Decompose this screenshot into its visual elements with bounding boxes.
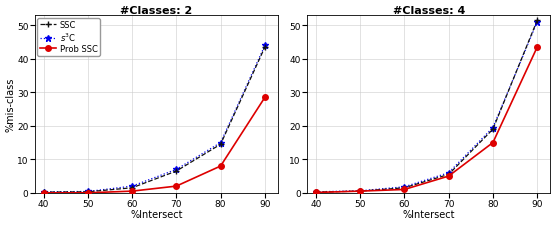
SSC — [217, 143, 224, 146]
Legend: SSC, $s^3$C, Prob SSC: SSC, $s^3$C, Prob SSC — [37, 19, 100, 56]
SSC — [401, 187, 408, 189]
Prob SSC — [261, 97, 268, 99]
$s^3$C — [261, 45, 268, 48]
SSC — [534, 20, 540, 22]
$s^3$C — [312, 191, 319, 193]
$s^3$C — [40, 191, 47, 193]
$s^3$C — [217, 142, 224, 144]
$s^3$C — [129, 185, 136, 188]
SSC — [40, 191, 47, 194]
Line: SSC: SSC — [41, 45, 267, 195]
X-axis label: %Intersect: %Intersect — [130, 209, 183, 219]
Line: SSC: SSC — [313, 18, 540, 195]
Title: #Classes: 2: #Classes: 2 — [120, 6, 192, 16]
Prob SSC — [312, 191, 319, 194]
SSC — [445, 173, 452, 176]
Prob SSC — [85, 192, 91, 194]
SSC — [357, 190, 364, 193]
SSC — [129, 187, 136, 189]
Prob SSC — [490, 142, 497, 144]
Line: $s^3$C: $s^3$C — [40, 43, 269, 195]
Prob SSC — [173, 185, 180, 188]
Prob SSC — [40, 192, 47, 194]
X-axis label: %Intersect: %Intersect — [403, 209, 455, 219]
Prob SSC — [534, 47, 540, 49]
$s^3$C — [85, 190, 91, 193]
SSC — [261, 47, 268, 49]
Y-axis label: %mis-class: %mis-class — [6, 78, 16, 132]
Line: Prob SSC: Prob SSC — [41, 95, 267, 196]
SSC — [173, 170, 180, 173]
Prob SSC — [445, 175, 452, 178]
$s^3$C — [445, 172, 452, 174]
$s^3$C — [490, 127, 497, 129]
Line: $s^3$C: $s^3$C — [312, 20, 540, 195]
Line: Prob SSC: Prob SSC — [313, 45, 540, 195]
$s^3$C — [357, 190, 364, 192]
Prob SSC — [129, 190, 136, 193]
$s^3$C — [173, 168, 180, 171]
$s^3$C — [401, 186, 408, 188]
Prob SSC — [217, 165, 224, 168]
Prob SSC — [357, 190, 364, 193]
SSC — [312, 191, 319, 194]
SSC — [490, 128, 497, 131]
Title: #Classes: 4: #Classes: 4 — [393, 6, 465, 16]
Prob SSC — [401, 188, 408, 191]
SSC — [85, 191, 91, 193]
$s^3$C — [534, 22, 540, 24]
